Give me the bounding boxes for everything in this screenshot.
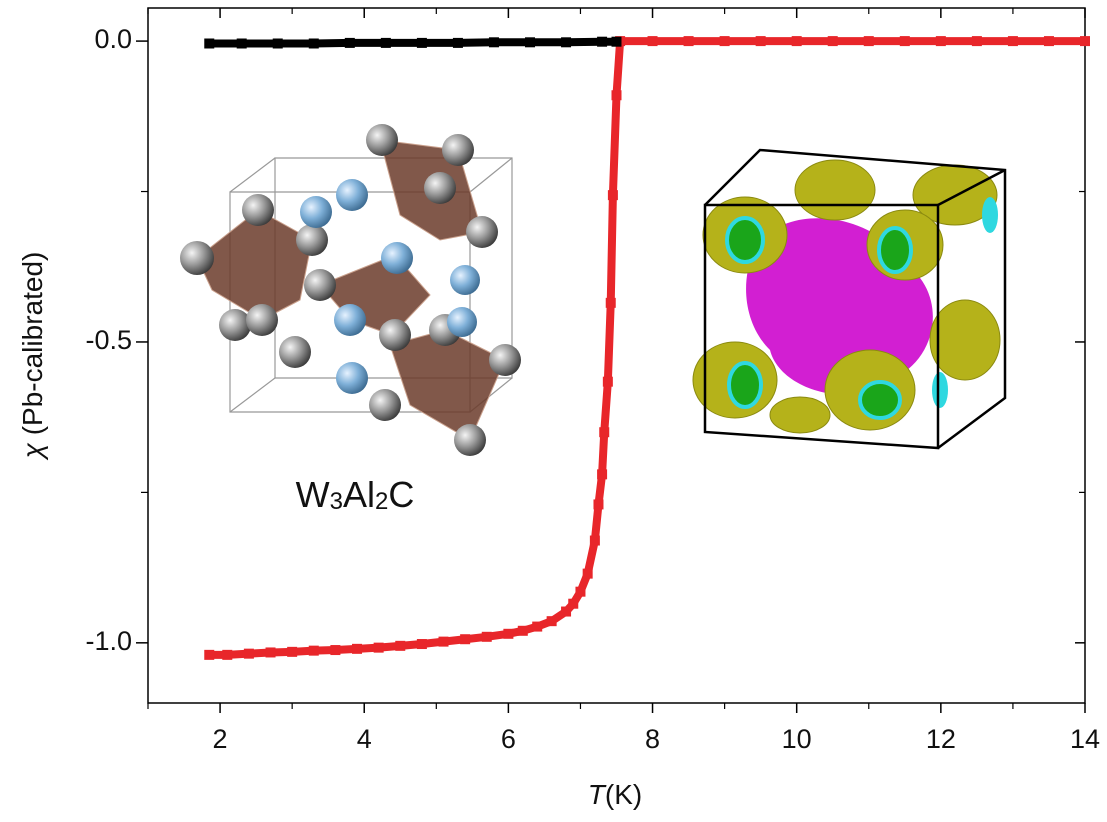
data-point	[204, 39, 214, 49]
x-tick-label: 4	[357, 724, 372, 754]
fermi-surface-inset	[693, 150, 1005, 448]
page: {"chart_data": { "type": "scatter", "xla…	[0, 0, 1107, 817]
annotation-part: W	[296, 474, 330, 515]
annotation-part: C	[388, 474, 414, 515]
data-point	[237, 39, 247, 49]
data-point	[482, 632, 492, 642]
data-point	[900, 36, 910, 46]
data-point	[583, 569, 593, 579]
x-axis-label: T(K)	[588, 779, 642, 810]
x-tick-label: 14	[1070, 724, 1100, 754]
data-point	[864, 36, 874, 46]
data-point	[460, 634, 470, 644]
x-tick-label: 12	[926, 724, 956, 754]
data-point	[395, 641, 405, 651]
annotation-subscript: 3	[330, 488, 343, 515]
data-point	[222, 650, 232, 660]
data-point	[684, 36, 694, 46]
y-tick-label: -0.5	[85, 325, 132, 355]
data-point	[503, 629, 513, 639]
x-tick-label: 8	[645, 724, 660, 754]
y-tick-label: 0.0	[94, 24, 132, 54]
data-point	[518, 626, 528, 636]
data-point	[575, 587, 585, 597]
data-point	[1080, 36, 1090, 46]
data-point	[603, 377, 613, 387]
x-tick-label: 2	[213, 724, 228, 754]
data-point	[532, 622, 542, 632]
data-point	[417, 639, 427, 649]
data-point	[1044, 36, 1054, 46]
data-point	[597, 37, 607, 47]
data-point	[439, 637, 449, 647]
data-point	[309, 39, 319, 49]
data-point	[266, 647, 276, 657]
data-point	[648, 36, 658, 46]
y-axis-text: (Pb-calibrated)	[17, 252, 48, 436]
y-axis-symbol: χ	[17, 442, 48, 461]
data-point	[273, 39, 283, 49]
data-point	[309, 646, 319, 656]
data-point	[345, 38, 355, 48]
y-tick-label: -1.0	[85, 626, 132, 656]
data-point	[204, 650, 214, 660]
annotation-part: Al	[343, 474, 375, 515]
data-point	[374, 643, 384, 653]
data-point	[417, 38, 427, 48]
data-point	[244, 649, 254, 659]
data-point	[612, 90, 622, 100]
data-point	[489, 37, 499, 47]
annotation-subscript: 2	[375, 488, 388, 515]
x-tick-label: 10	[782, 724, 812, 754]
crystal-inset	[180, 124, 521, 456]
x-axis-unit: (K)	[605, 779, 642, 810]
data-point	[756, 36, 766, 46]
data-point	[525, 37, 535, 47]
data-point	[597, 469, 607, 479]
data-point	[972, 36, 982, 46]
data-point	[593, 499, 603, 509]
data-point	[381, 38, 391, 48]
annotation: W3Al2C	[296, 474, 415, 516]
data-point	[828, 36, 838, 46]
data-point	[547, 616, 557, 626]
data-point	[936, 36, 946, 46]
data-point	[792, 36, 802, 46]
chart: W3Al2C T(K) χ (Pb-calibrated) 2468101214…	[0, 0, 1107, 817]
data-point	[568, 599, 578, 609]
data-point	[590, 536, 600, 546]
data-point	[453, 38, 463, 48]
data-point	[1008, 36, 1018, 46]
x-tick-label: 6	[501, 724, 516, 754]
data-point	[606, 298, 616, 308]
data-point	[608, 190, 618, 200]
data-point	[612, 37, 622, 47]
series	[204, 37, 621, 49]
data-point	[599, 427, 609, 437]
data-point	[352, 644, 362, 654]
data-point	[720, 36, 730, 46]
data-point	[287, 647, 297, 657]
data-point	[561, 37, 571, 47]
y-axis-label: χ (Pb-calibrated)	[17, 252, 48, 462]
data-point	[330, 645, 340, 655]
